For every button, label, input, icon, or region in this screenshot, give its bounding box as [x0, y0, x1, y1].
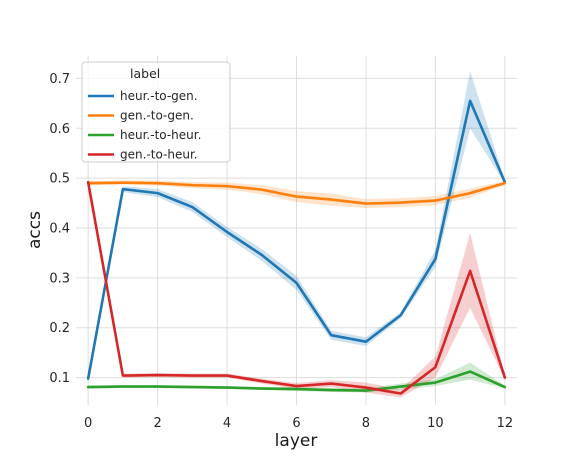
series-line-heur-to-gen [86, 99, 507, 380]
series-lines [86, 99, 507, 395]
x-tick-label: 4 [223, 416, 231, 431]
y-tick-label: 0.5 [49, 172, 70, 187]
y-axis-title: accs [25, 211, 45, 249]
x-tick-label: 12 [497, 416, 514, 431]
series-line-heur-to-heur [86, 370, 507, 392]
band-heur-to-heur [88, 362, 505, 393]
y-tick-labels: 0.1 0.2 0.3 0.4 0.5 0.6 0.7 [49, 72, 70, 386]
x-tick-label: 2 [153, 416, 161, 431]
y-tick-label: 0.1 [49, 371, 70, 386]
legend-items: heur.-to-gen. gen.-to-gen. heur.-to-heur. g… [88, 89, 201, 162]
y-tick-label: 0.2 [49, 321, 70, 336]
y-tick-label: 0.3 [49, 271, 70, 286]
legend-label-gen-to-heur: gen.-to-heur. [120, 148, 198, 162]
y-tick-label: 0.4 [49, 222, 70, 237]
band-gen-to-gen [88, 180, 505, 209]
legend: label heur.-to-gen.gen.-to-gen.heur.-to-… [81, 61, 231, 163]
legend-label-heur-to-heur: heur.-to-heur. [120, 128, 201, 142]
y-tick-label: 0.6 [49, 122, 70, 137]
x-tick-label: 8 [362, 416, 370, 431]
series-line-gen-to-heur [86, 180, 507, 395]
legend-box [81, 61, 231, 163]
legend-title: label [130, 66, 160, 81]
series-line-gen-to-gen [86, 181, 507, 205]
legend-label-heur-to-gen: heur.-to-gen. [120, 89, 198, 103]
x-axis-title: layer [275, 431, 318, 451]
x-tick-label: 0 [84, 416, 92, 431]
y-tick-label: 0.7 [49, 72, 70, 87]
x-tick-label: 10 [427, 416, 444, 431]
x-tick-label: 6 [292, 416, 300, 431]
x-tick-labels: 0 2 4 6 8 10 12 [84, 416, 513, 431]
legend-label-gen-to-gen: gen.-to-gen. [120, 109, 194, 123]
